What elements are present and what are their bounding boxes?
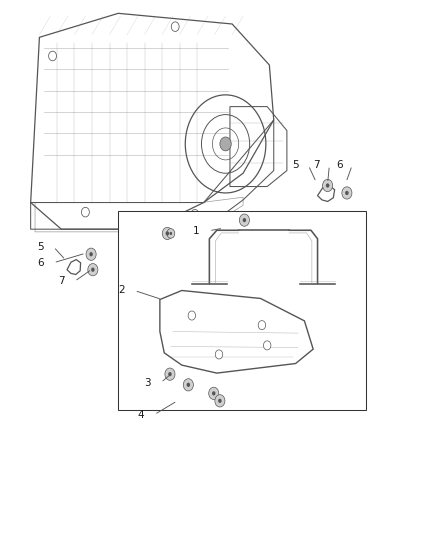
- Circle shape: [212, 391, 215, 395]
- Text: 6: 6: [37, 258, 44, 268]
- Circle shape: [89, 252, 93, 256]
- Circle shape: [220, 137, 231, 151]
- Circle shape: [49, 51, 57, 61]
- Circle shape: [165, 368, 175, 381]
- Circle shape: [326, 183, 329, 188]
- Circle shape: [239, 214, 250, 227]
- Text: 5: 5: [37, 242, 44, 252]
- Circle shape: [88, 263, 98, 276]
- Circle shape: [345, 191, 349, 195]
- Circle shape: [263, 341, 271, 350]
- Circle shape: [168, 372, 172, 376]
- Text: 3: 3: [145, 378, 151, 387]
- Circle shape: [187, 383, 190, 387]
- Text: 7: 7: [58, 277, 65, 286]
- Circle shape: [188, 311, 195, 320]
- Circle shape: [170, 232, 172, 235]
- Circle shape: [81, 207, 89, 217]
- Circle shape: [218, 399, 222, 403]
- Text: 5: 5: [292, 160, 299, 170]
- Circle shape: [171, 22, 179, 31]
- Text: 6: 6: [336, 160, 343, 170]
- Text: 1: 1: [193, 226, 199, 236]
- Circle shape: [162, 227, 173, 239]
- Bar: [118, 211, 366, 410]
- Text: 2: 2: [118, 286, 125, 295]
- Circle shape: [215, 394, 225, 407]
- Circle shape: [86, 248, 96, 260]
- Text: 4: 4: [138, 410, 145, 419]
- Circle shape: [191, 209, 199, 219]
- Circle shape: [243, 218, 246, 222]
- Circle shape: [342, 187, 352, 199]
- Circle shape: [183, 378, 194, 391]
- Text: 7: 7: [313, 160, 320, 170]
- Circle shape: [166, 231, 169, 236]
- Circle shape: [322, 179, 333, 191]
- Circle shape: [215, 350, 223, 359]
- Circle shape: [258, 321, 265, 329]
- Circle shape: [208, 387, 219, 400]
- Circle shape: [91, 268, 95, 272]
- Circle shape: [167, 229, 175, 238]
